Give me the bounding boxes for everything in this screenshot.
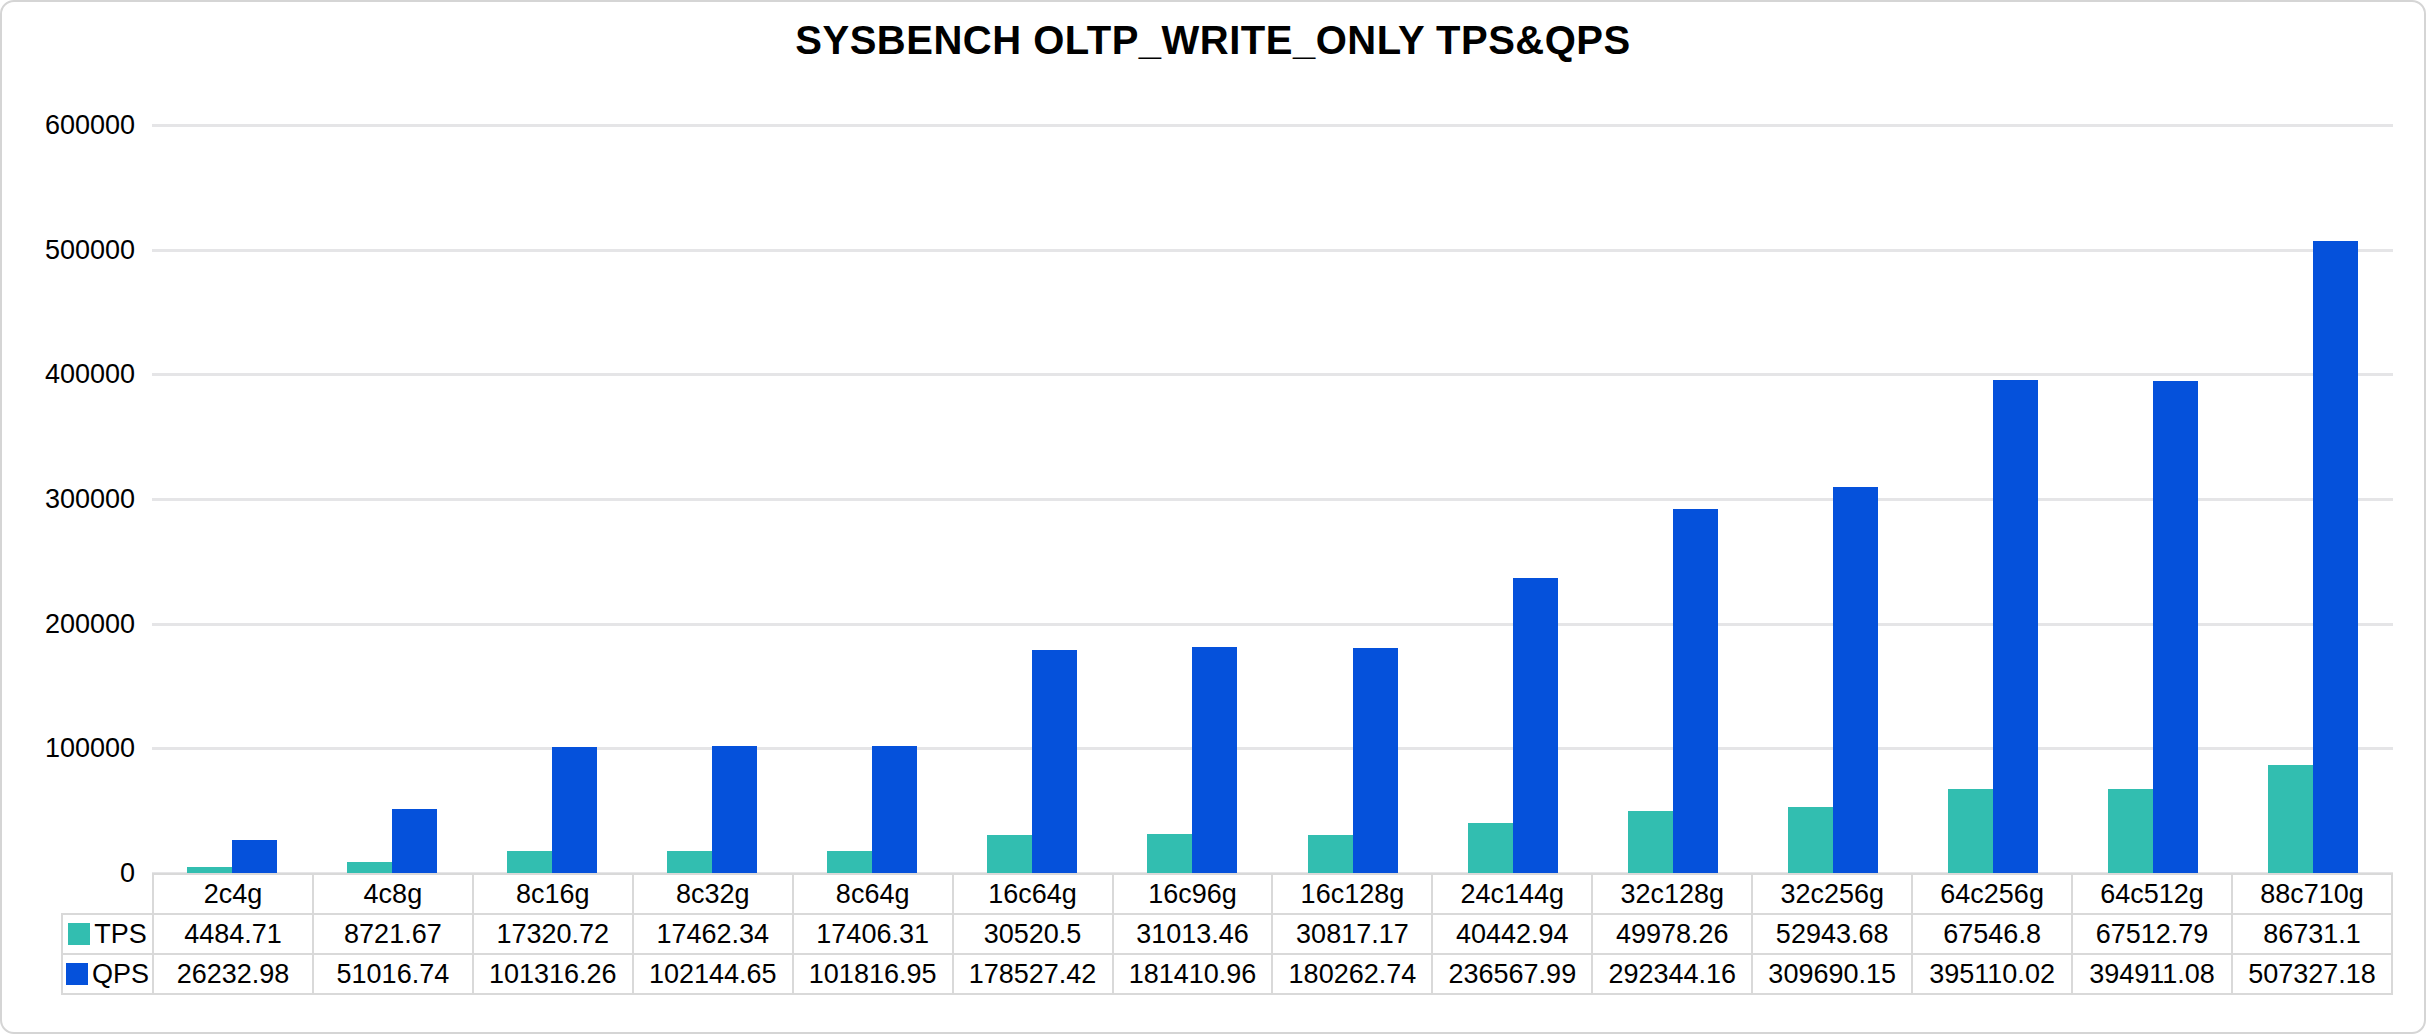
- bar-qps-64c256g: [1993, 380, 2038, 873]
- qps-legend-swatch-icon: [66, 963, 88, 985]
- bar-qps-32c128g: [1673, 509, 1718, 873]
- bar-qps-16c64g: [1032, 650, 1077, 873]
- category-header-cell: 32c128g: [1592, 874, 1752, 914]
- y-axis-tick-label: 500000: [2, 230, 135, 270]
- chart-title: SYSBENCH OLTP_WRITE_ONLY TPS&QPS: [2, 18, 2424, 63]
- bar-qps-64c512g: [2153, 381, 2198, 873]
- y-axis-tick-label: 100000: [2, 728, 135, 768]
- tps-value-cell: 52943.68: [1752, 914, 1912, 954]
- y-axis-tick-label: 400000: [2, 354, 135, 394]
- gridline: [152, 124, 2393, 127]
- qps-value-cell: 181410.96: [1113, 954, 1273, 994]
- legend-cell-tps: TPS: [62, 914, 153, 954]
- qps-value-cell: 101316.26: [473, 954, 633, 994]
- tps-value-cell: 8721.67: [313, 914, 473, 954]
- y-axis-tick-label: 200000: [2, 604, 135, 644]
- qps-value-cell: 26232.98: [153, 954, 313, 994]
- chart-card: SYSBENCH OLTP_WRITE_ONLY TPS&QPS 0100000…: [0, 0, 2426, 1034]
- tps-value-cell: 67512.79: [2072, 914, 2232, 954]
- category-header-cell: 64c256g: [1912, 874, 2072, 914]
- table-corner-blank: [62, 874, 153, 914]
- y-axis-tick-label: 300000: [2, 479, 135, 519]
- tps-value-cell: 30817.17: [1272, 914, 1432, 954]
- gridline: [152, 623, 2393, 626]
- bar-qps-24c144g: [1513, 578, 1558, 873]
- category-header-cell: 88c710g: [2232, 874, 2392, 914]
- bar-qps-2c4g: [232, 840, 277, 873]
- tps-value-cell: 40442.94: [1432, 914, 1592, 954]
- tps-value-cell: 17462.34: [633, 914, 793, 954]
- category-header-cell: 64c512g: [2072, 874, 2232, 914]
- bar-tps-32c256g: [1788, 807, 1833, 873]
- bar-tps-8c32g: [667, 851, 712, 873]
- gridline: [152, 373, 2393, 376]
- category-header-cell: 4c8g: [313, 874, 473, 914]
- qps-value-cell: 180262.74: [1272, 954, 1432, 994]
- bar-tps-64c512g: [2108, 789, 2153, 873]
- bar-qps-16c128g: [1353, 648, 1398, 873]
- bar-tps-16c128g: [1308, 835, 1353, 873]
- series-name-label: TPS: [94, 919, 147, 949]
- gridline: [152, 498, 2393, 501]
- tps-value-cell: 86731.1: [2232, 914, 2392, 954]
- bar-tps-4c8g: [347, 862, 392, 873]
- series-row-tps: TPS4484.718721.6717320.7217462.3417406.3…: [62, 914, 2392, 954]
- bar-qps-8c16g: [552, 747, 597, 873]
- tps-value-cell: 17320.72: [473, 914, 633, 954]
- category-header-cell: 8c16g: [473, 874, 633, 914]
- tps-value-cell: 17406.31: [793, 914, 953, 954]
- category-header-cell: 2c4g: [153, 874, 313, 914]
- qps-value-cell: 309690.15: [1752, 954, 1912, 994]
- category-header-cell: 8c32g: [633, 874, 793, 914]
- legend-cell-qps: QPS: [62, 954, 153, 994]
- category-header-row: 2c4g4c8g8c16g8c32g8c64g16c64g16c96g16c12…: [62, 874, 2392, 914]
- bar-tps-64c256g: [1948, 789, 1993, 873]
- bar-qps-8c64g: [872, 746, 917, 873]
- qps-value-cell: 102144.65: [633, 954, 793, 994]
- qps-value-cell: 178527.42: [953, 954, 1113, 994]
- bar-tps-16c96g: [1147, 834, 1192, 873]
- series-name-label: QPS: [92, 959, 149, 989]
- y-axis-tick-label: 600000: [2, 105, 135, 145]
- gridline: [152, 747, 2393, 750]
- tps-value-cell: 49978.26: [1592, 914, 1752, 954]
- bar-tps-24c144g: [1468, 823, 1513, 873]
- category-header-cell: 8c64g: [793, 874, 953, 914]
- category-header-cell: 32c256g: [1752, 874, 1912, 914]
- qps-value-cell: 507327.18: [2232, 954, 2392, 994]
- category-header-cell: 16c96g: [1113, 874, 1273, 914]
- bar-qps-8c32g: [712, 746, 757, 873]
- data-table: 2c4g4c8g8c16g8c32g8c64g16c64g16c96g16c12…: [61, 873, 2393, 995]
- qps-value-cell: 236567.99: [1432, 954, 1592, 994]
- qps-value-cell: 292344.16: [1592, 954, 1752, 994]
- bar-qps-4c8g: [392, 809, 437, 873]
- tps-legend-swatch-icon: [68, 923, 90, 945]
- qps-value-cell: 394911.08: [2072, 954, 2232, 994]
- bar-qps-88c710g: [2313, 241, 2358, 873]
- qps-value-cell: 51016.74: [313, 954, 473, 994]
- qps-value-cell: 101816.95: [793, 954, 953, 994]
- category-header-cell: 16c128g: [1272, 874, 1432, 914]
- bar-tps-8c64g: [827, 851, 872, 873]
- qps-value-cell: 395110.02: [1912, 954, 2072, 994]
- bar-qps-16c96g: [1192, 647, 1237, 873]
- bar-tps-8c16g: [507, 851, 552, 873]
- tps-value-cell: 31013.46: [1113, 914, 1273, 954]
- category-header-cell: 24c144g: [1432, 874, 1592, 914]
- series-row-qps: QPS26232.9851016.74101316.26102144.65101…: [62, 954, 2392, 994]
- bar-qps-32c256g: [1833, 487, 1878, 873]
- bar-tps-32c128g: [1628, 811, 1673, 873]
- plot-area: [152, 125, 2393, 873]
- gridline: [152, 249, 2393, 252]
- bar-tps-88c710g: [2268, 765, 2313, 873]
- tps-value-cell: 4484.71: [153, 914, 313, 954]
- tps-value-cell: 67546.8: [1912, 914, 2072, 954]
- bar-tps-16c64g: [987, 835, 1032, 873]
- category-header-cell: 16c64g: [953, 874, 1113, 914]
- tps-value-cell: 30520.5: [953, 914, 1113, 954]
